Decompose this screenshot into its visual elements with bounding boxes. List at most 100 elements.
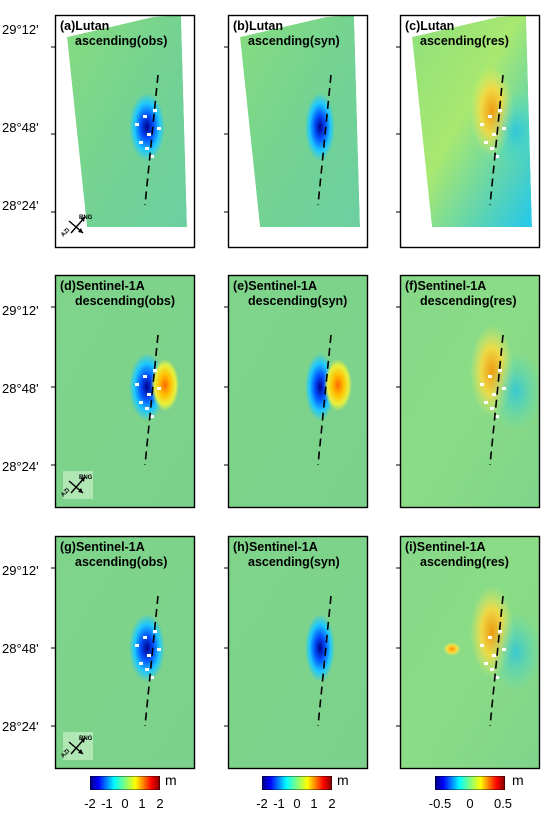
decorrelation-pixel [480,644,484,647]
decorrelation-pixel [157,387,161,390]
panel-title-line1: (c)Lutan [405,19,454,33]
y-tick-label: 29°12' [2,303,39,318]
decorrelation-pixel [490,147,494,150]
panel-title-line1: (d)Sentinel-1A [60,279,145,293]
decorrelation-pixel [147,393,151,396]
decorrelation-pixel [484,401,488,404]
residual-low [490,351,540,431]
decorrelation-pixel [139,141,143,144]
colorbar-1 [89,775,161,791]
colorbar-tick: 0 [121,796,129,811]
colorbar-3 [434,775,506,791]
decorrelation-pixel [480,383,484,386]
footprint [400,275,540,508]
decorrelation-pixel [495,415,499,418]
compass-azimuth-label: AZI [60,487,71,498]
fault-trace [317,74,332,206]
deformation-field [228,275,368,508]
panel-frame [54,274,196,509]
colorbar-tick: -1 [273,796,285,811]
decorrelation-pixel [135,644,139,647]
decorrelation-pixel [135,123,139,126]
look-direction-compass: RNG AZI [60,471,93,499]
decorrelation-pixel [153,369,157,372]
panel-title-line1: (a)Lutan [60,19,109,33]
panel-frame [399,14,541,249]
panel-title-line1: (i)Sentinel-1A [405,540,486,554]
decorrelation-pixel [143,115,147,118]
colorbar-tick: -2 [256,796,268,811]
colorbar-unit: m [512,772,524,788]
panel-frame [399,535,541,770]
colorbar-tick: -0.5 [428,796,452,811]
look-direction-compass: RNG AZI [60,732,93,760]
decorrelation-pixel [484,141,488,144]
compass-range-label: RNG [79,475,93,481]
panel-title-line2: ascending(obs) [75,34,167,48]
panel-title-line2: descending(syn) [248,294,347,308]
compass-azimuth-label: AZI [60,227,71,238]
colorbar-tick: 1 [310,796,318,811]
colorbar-tick: -2 [84,796,96,811]
decorrelation-pixel [147,133,151,136]
panel-frame [399,274,541,509]
decorrelation-pixel [495,155,499,158]
y-tick-label: 28°48' [2,641,39,656]
decorrelation-pixel [490,407,494,410]
decorrelation-pixel [157,648,161,651]
decorrelation-pixel [502,127,506,130]
fault-trace [144,595,159,727]
subsidence-lobe [305,93,335,161]
decorrelation-pixel [139,662,143,665]
decorrelation-pixel [157,127,161,130]
colorbar-tick: 2 [156,796,164,811]
deformation-field [400,536,540,769]
colorbar-unit: m [337,772,349,788]
panel-frame [227,535,369,770]
fault-trace [489,74,504,206]
deformation-field [55,275,195,508]
y-tick-label: 29°12' [2,22,39,37]
decorrelation-pixel [145,407,149,410]
decorrelation-pixel [488,375,492,378]
fault-trace [489,334,504,466]
panel-frame [54,14,196,249]
deformation-field [67,15,187,227]
y-tick-label: 28°48' [2,381,39,396]
compass-range-label: RNG [79,215,93,221]
panel-title-line1: (g)Sentinel-1A [60,540,145,554]
colorbar-gradient [89,775,161,791]
decorrelation-pixel [502,648,506,651]
y-tick-label: 29°12' [2,563,39,578]
panel-title-line2: ascending(res) [420,34,509,48]
decorrelation-pixel [502,387,506,390]
decorrelation-pixel [145,668,149,671]
footprint [400,536,540,769]
colorbar-gradient [261,775,333,791]
decorrelation-pixel [153,630,157,633]
footprint [228,275,368,508]
deformation-field [240,15,360,227]
decorrelation-pixel [498,630,502,633]
decorrelation-pixel [492,133,496,136]
decorrelation-pixel [143,375,147,378]
decorrelation-pixel [480,123,484,126]
compass-range-label: RNG [79,736,93,742]
y-tick-label: 28°24' [2,198,39,213]
decorrelation-pixel [150,415,154,418]
uplift-lobe [151,359,179,411]
decorrelation-pixel [498,369,502,372]
panel-frame [54,535,196,770]
colorbar-tick: 0 [466,796,474,811]
footprint [55,275,195,508]
decorrelation-pixel [488,636,492,639]
decorrelation-pixel [492,654,496,657]
panel-title-line1: (h)Sentinel-1A [233,540,318,554]
